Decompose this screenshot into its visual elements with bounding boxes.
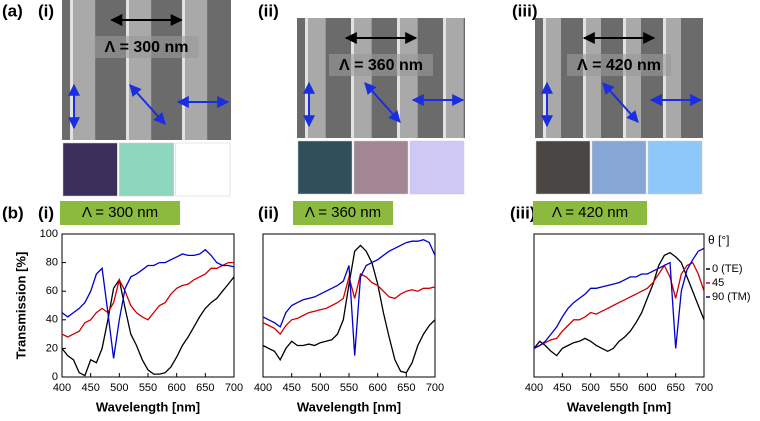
x-tick-label: 400 (53, 382, 71, 394)
panel-label: (ii) (258, 203, 279, 222)
sem-ridge (351, 18, 372, 138)
legend-title: θ [°] (708, 233, 729, 247)
chart-title: Λ = 300 nm (82, 204, 158, 221)
legend-label: 45 (712, 277, 724, 289)
x-tick-label: 700 (225, 382, 243, 394)
y-tick-label: 80 (46, 257, 58, 269)
y-tick-label: 100 (40, 228, 58, 240)
image-label: (i) (38, 1, 54, 20)
x-axis-label: Wavelength [nm] (96, 399, 200, 414)
x-tick-label: 550 (610, 382, 628, 394)
legend-label: 90 (TM) (712, 291, 751, 303)
sem-ridge (443, 18, 464, 138)
panel-label: (iii) (510, 203, 536, 222)
series-line (533, 247, 705, 349)
x-tick-label: 500 (581, 382, 599, 394)
label-bg (567, 54, 671, 76)
x-tick-label: 500 (110, 382, 128, 394)
period-label: Λ = 420 nm (577, 57, 661, 74)
y-tick-label: 40 (46, 314, 58, 326)
plot-frame (533, 233, 705, 378)
period-label: Λ = 300 nm (104, 39, 188, 56)
period-label: Λ = 360 nm (339, 57, 423, 74)
x-tick-label: 700 (426, 382, 444, 394)
x-tick-label: 550 (139, 382, 157, 394)
polarization-arrow (129, 84, 166, 125)
x-tick-label: 650 (666, 382, 684, 394)
panel-label: (i) (38, 203, 54, 222)
series-line (262, 239, 436, 356)
color-swatch (175, 142, 231, 197)
title-box (293, 201, 393, 225)
sem-edge (663, 18, 666, 138)
y-tick-label: 0 (52, 371, 58, 383)
x-tick-label: 550 (340, 382, 358, 394)
series-line (262, 244, 436, 374)
color-swatch (409, 140, 465, 195)
x-tick-label: 700 (695, 382, 713, 394)
x-tick-label: 450 (553, 382, 571, 394)
polarization-arrow (602, 82, 639, 123)
legend-label: 0 (TE) (712, 263, 743, 275)
x-tick-label: 600 (167, 382, 185, 394)
series-line (61, 276, 235, 377)
sem-edge (583, 18, 586, 138)
color-swatch (297, 140, 353, 195)
x-tick-label: 650 (196, 382, 214, 394)
sem-edge (126, 0, 129, 140)
y-tick-label: 60 (46, 285, 58, 297)
x-tick-label: 650 (397, 382, 415, 394)
chart-title: Λ = 420 nm (552, 204, 628, 221)
sem-ridge (182, 0, 208, 140)
x-tick-label: 600 (368, 382, 386, 394)
chart-title: Λ = 360 nm (305, 204, 381, 221)
sem-edge (443, 18, 446, 138)
y-tick-label: 20 (46, 342, 58, 354)
color-swatch (535, 140, 591, 195)
x-axis-label: Wavelength [nm] (297, 399, 401, 414)
x-tick-label: 400 (525, 382, 543, 394)
image-label: (iii) (512, 1, 538, 20)
image-label: (ii) (258, 1, 279, 20)
color-swatch (119, 142, 174, 197)
series-line (61, 248, 235, 359)
x-tick-label: 500 (311, 382, 329, 394)
label-bg (94, 36, 199, 58)
sem-edge (623, 18, 626, 138)
color-swatch (62, 142, 118, 197)
sem-ridge (583, 18, 601, 138)
sem-edge (305, 18, 308, 138)
series-line (262, 273, 436, 336)
sem-edge (182, 0, 185, 140)
series-line (533, 261, 705, 349)
color-swatch (647, 140, 703, 195)
x-tick-label: 600 (638, 382, 656, 394)
color-swatch (591, 140, 647, 195)
sem-edge (543, 18, 546, 138)
x-tick-label: 450 (81, 382, 99, 394)
series-line (533, 251, 705, 357)
x-tick-label: 450 (282, 382, 300, 394)
panel-label: (a) (2, 1, 23, 20)
series-line (61, 261, 234, 338)
y-axis-label: Transmission [%] (13, 252, 28, 360)
sem-edge (351, 18, 354, 138)
sem-edge (70, 0, 73, 140)
color-swatch (353, 140, 409, 195)
title-box (533, 201, 647, 225)
sem-ridge (663, 18, 681, 138)
polarization-arrow (364, 82, 401, 123)
panel-label: (b) (2, 203, 24, 222)
sem-edge (397, 18, 400, 138)
x-tick-label: 400 (254, 382, 272, 394)
label-bg (329, 54, 433, 76)
x-axis-label: Wavelength [nm] (567, 399, 671, 414)
title-box (60, 201, 180, 225)
sem-ridge (397, 18, 418, 138)
plot-frame (262, 233, 436, 378)
